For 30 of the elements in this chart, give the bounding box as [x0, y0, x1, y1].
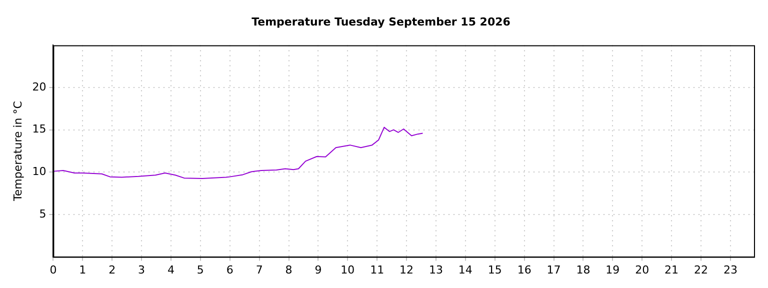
x-tick-label: 9	[314, 263, 322, 276]
x-tick-label: 0	[50, 263, 57, 276]
x-tick-label: 20	[635, 263, 650, 276]
x-tick-label: 16	[517, 263, 532, 276]
x-tick-label: 4	[167, 263, 174, 276]
x-tick-label: 3	[138, 263, 146, 276]
x-tick-label: 18	[576, 263, 590, 276]
x-tick-label: 11	[370, 263, 384, 276]
x-tick-label: 5	[196, 263, 204, 276]
chart-title: Temperature Tuesday September 15 2026	[252, 15, 511, 28]
y-tick-label: 15	[32, 122, 46, 136]
x-tick-label: 13	[428, 263, 443, 276]
x-tick-label: 15	[488, 263, 502, 276]
y-tick-label: 20	[32, 80, 46, 94]
x-tick-label: 2	[108, 263, 116, 276]
y-tick-label: 10	[32, 165, 46, 178]
y-tick-label: 5	[39, 207, 46, 220]
y-axis-title: Temperature in °C	[11, 100, 24, 202]
x-tick-label: 6	[226, 263, 234, 276]
x-tick-label: 7	[256, 263, 263, 276]
x-tick-label: 22	[694, 263, 708, 276]
x-tick-label: 17	[546, 263, 561, 276]
x-tick-label: 21	[664, 263, 679, 276]
x-tick-label: 19	[606, 263, 620, 276]
x-tick-label: 10	[340, 263, 355, 276]
x-tick-label: 12	[400, 263, 414, 276]
x-tick-label: 1	[79, 263, 86, 276]
x-tick-label: 8	[285, 263, 292, 276]
x-tick-label: 14	[458, 263, 472, 276]
x-tick-label: 23	[723, 263, 738, 276]
